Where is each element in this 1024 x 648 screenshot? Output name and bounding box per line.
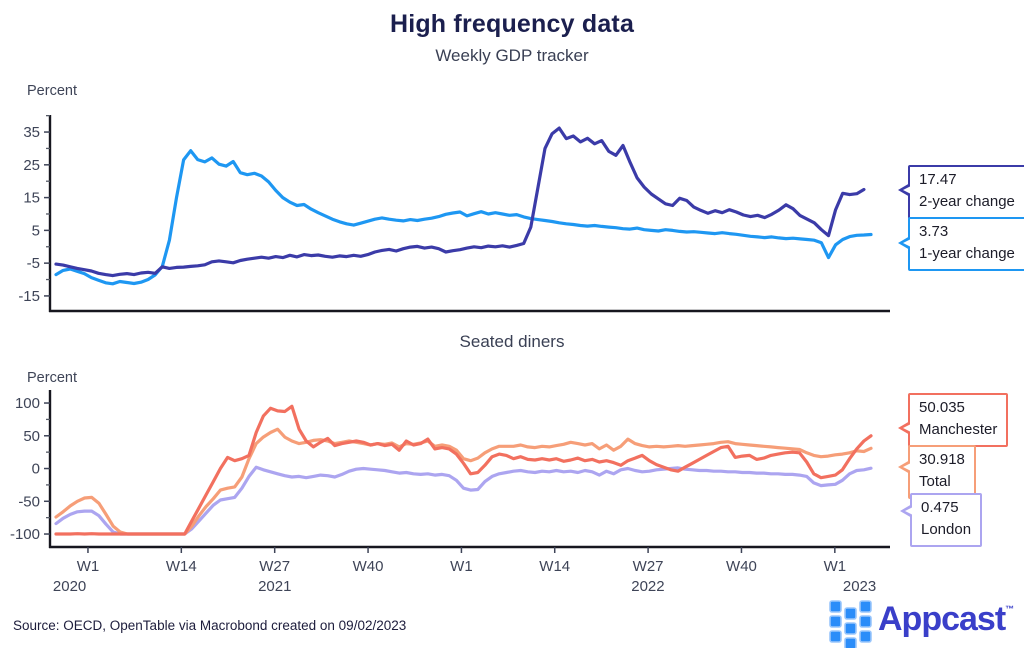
page-title: High frequency data	[389, 10, 635, 38]
callout-value: 50.035	[919, 399, 965, 416]
callout-label: Total	[919, 472, 951, 490]
y-tick-label: 0	[32, 461, 40, 478]
appcast-logo: Appcast™	[828, 598, 1018, 648]
y-axis-unit-top: Percent	[27, 83, 77, 99]
y-tick-label: -5	[27, 255, 40, 272]
callout-2-year-change: 17.47 2-year change	[898, 165, 1024, 219]
x-tick-label: W1	[77, 558, 100, 575]
callout-value: 17.47	[919, 171, 957, 188]
trademark-symbol: ™	[1005, 604, 1015, 614]
series-line-london	[54, 465, 873, 536]
x-tick-label: W14	[166, 558, 197, 575]
y-tick-label: 35	[23, 124, 40, 141]
x-tick-label: W40	[353, 558, 384, 575]
appcast-grid-icon	[829, 600, 872, 648]
year-label: 2020	[53, 578, 86, 595]
x-tick-label: W27	[633, 558, 664, 575]
x-tick-label: W27	[259, 558, 290, 575]
callout-value: 3.73	[919, 223, 949, 240]
x-tick-label: W14	[539, 558, 570, 575]
callout-manchester: 50.035 Manchester	[897, 393, 1009, 447]
series-line-2-year-change	[54, 126, 866, 278]
callout-label: London	[921, 520, 972, 538]
x-tick-label: W1	[824, 558, 847, 575]
callout-london: 0.475 London	[899, 493, 983, 547]
series-line-manchester	[54, 404, 873, 536]
callout-value: 30.918	[919, 451, 965, 468]
x-tick-label: W40	[726, 558, 757, 575]
seated-diners-title: Seated diners	[459, 332, 565, 351]
y-tick-label: 15	[23, 190, 40, 207]
page-subtitle: Weekly GDP tracker	[435, 46, 589, 65]
year-label: 2023	[843, 578, 876, 595]
x-tick-label: W1	[450, 558, 473, 575]
callout-label: 1-year change	[919, 244, 1015, 262]
y-tick-label: -15	[18, 288, 40, 305]
y-tick-label: 5	[32, 222, 40, 239]
series-line-total	[54, 427, 873, 536]
callout-value: 0.475	[921, 499, 959, 516]
series-line-1-year-change	[54, 149, 873, 286]
y-tick-label: -100	[10, 526, 40, 543]
y-tick-label: 25	[23, 157, 40, 174]
y-tick-label: -50	[18, 493, 40, 510]
callout-label: 2-year change	[919, 192, 1015, 210]
y-axis-unit-bottom: Percent	[27, 370, 77, 386]
y-tick-label: 50	[23, 428, 40, 445]
year-label: 2021	[258, 578, 291, 595]
callout-1-year-change: 3.73 1-year change	[898, 217, 1024, 271]
y-tick-label: 100	[15, 395, 40, 412]
callout-label: Manchester	[919, 420, 998, 438]
callout-total: 30.918 Total	[898, 445, 976, 499]
source-attribution: Source: OECD, OpenTable via Macrobond cr…	[13, 618, 407, 633]
year-label: 2022	[631, 578, 664, 595]
appcast-wordmark: Appcast™	[878, 600, 1015, 638]
